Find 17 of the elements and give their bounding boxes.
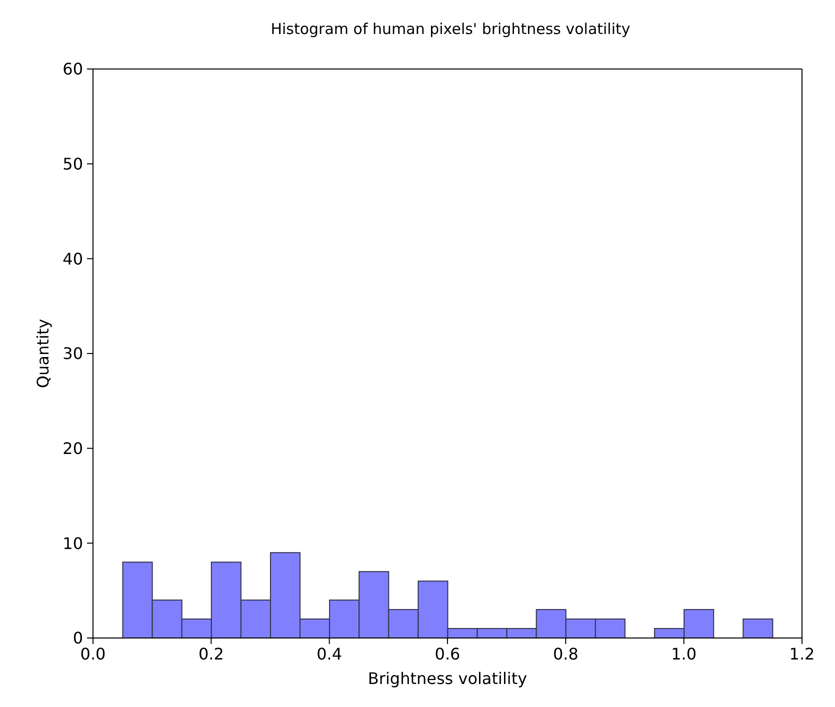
- y-tick-label: 20: [62, 439, 83, 458]
- y-axis-title: Quantity: [34, 318, 53, 388]
- chart-title: Histogram of human pixels' brightness volatility: [270, 19, 632, 40]
- x-tick-label: 0.2: [198, 644, 224, 664]
- y-tick-label: 30: [62, 344, 83, 364]
- y-tick-label: 60: [62, 60, 83, 79]
- x-axis-title: Brightness volatility: [368, 669, 528, 688]
- x-tick-label: 0.6: [434, 644, 460, 664]
- x-tick-label: 0.8: [552, 644, 578, 664]
- y-tick-label: 0: [72, 628, 83, 648]
- x-tick-label: 0.0: [80, 644, 106, 664]
- y-tick-label: 40: [62, 249, 83, 268]
- y-tick-label: 10: [62, 534, 83, 553]
- x-tick-label: 0.4: [316, 644, 342, 664]
- x-tick-label: 1.0: [671, 644, 697, 664]
- y-tick-label: 50: [62, 154, 83, 174]
- x-tick-label: 1.2: [789, 644, 815, 664]
